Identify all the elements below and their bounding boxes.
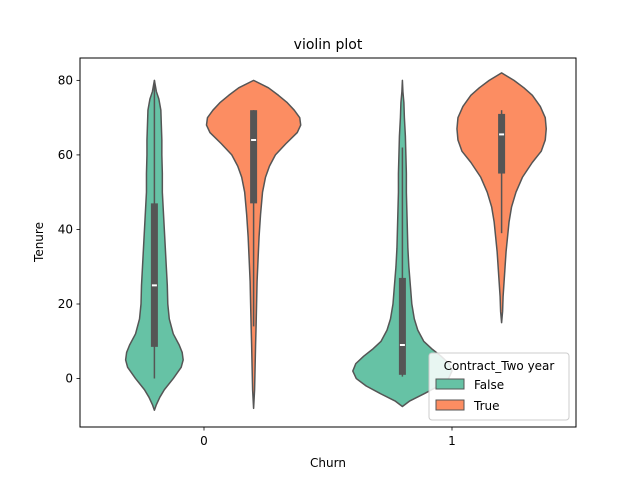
y-tick-label: 0 — [65, 372, 73, 386]
violins-layer — [124, 72, 547, 411]
y-axis: 0 20 40 60 80 — [58, 73, 80, 386]
violin-iqr-box — [250, 110, 258, 204]
chart-title: violin plot — [294, 37, 363, 53]
violin-false-1 — [352, 79, 453, 408]
y-axis-title: Tenure — [32, 222, 46, 263]
plot-frame — [79, 57, 577, 428]
legend-label-false: False — [474, 378, 504, 392]
violin-iqr-box — [398, 277, 406, 375]
x-axis-title: Churn — [310, 456, 346, 470]
x-tick-label: 1 — [448, 434, 456, 448]
violin-false-0 — [124, 79, 184, 411]
legend: Contract_Two year False True — [428, 352, 570, 421]
y-tick-label: 80 — [58, 73, 73, 87]
legend-label-true: True — [473, 399, 500, 413]
y-tick-label: 60 — [58, 148, 73, 162]
legend-swatch-true — [435, 399, 465, 411]
y-tick-label: 40 — [58, 222, 73, 236]
violin-true-0 — [205, 79, 302, 410]
legend-title: Contract_Two year — [444, 359, 555, 373]
x-tick-label: 0 — [200, 434, 208, 448]
violin-true-1 — [456, 72, 547, 324]
violin-iqr-box — [150, 203, 158, 347]
violin-iqr-box — [498, 113, 506, 174]
y-tick-label: 20 — [58, 297, 73, 311]
legend-swatch-false — [435, 378, 465, 390]
